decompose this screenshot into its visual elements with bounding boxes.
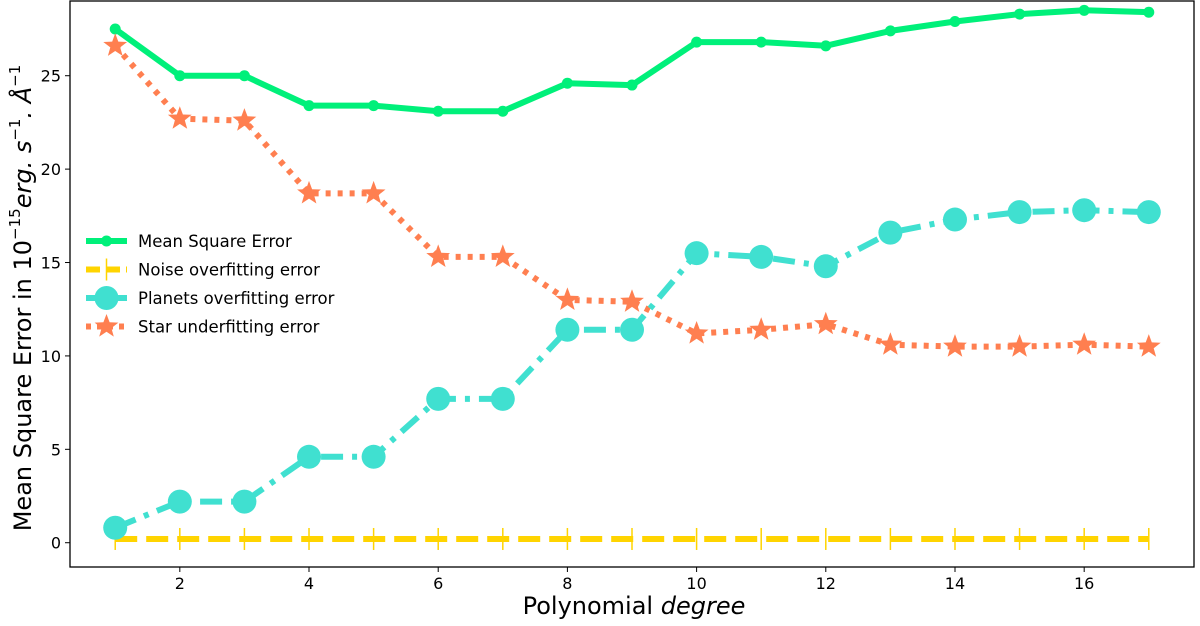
data-point [297, 444, 322, 469]
data-point [555, 317, 580, 342]
data-point [626, 79, 638, 91]
data-point [361, 180, 386, 204]
data-point [684, 241, 709, 266]
data-point [813, 311, 838, 335]
data-point [1136, 200, 1161, 225]
data-point [878, 332, 903, 355]
y-tick-label: 5 [51, 440, 61, 459]
data-point [942, 207, 967, 232]
y-tick-label: 10 [41, 347, 61, 366]
x-tick-label: 12 [816, 574, 836, 593]
y-tick-label: 0 [51, 534, 61, 553]
x-tick-label: 10 [686, 574, 706, 593]
data-point [490, 386, 515, 411]
data-point [1072, 332, 1097, 355]
data-point [749, 317, 774, 340]
data-point [561, 77, 573, 89]
data-point [620, 317, 644, 342]
plot-frame [69, 0, 1195, 568]
data-point [1136, 334, 1161, 357]
data-point [943, 334, 967, 357]
x-tick-label: 8 [562, 574, 572, 593]
data-point [432, 105, 444, 117]
x-tick-label: 16 [1074, 574, 1094, 593]
legend-label-1: Noise overfitting error [138, 261, 320, 280]
data-point [426, 386, 451, 411]
legend-marker [94, 286, 119, 310]
x-axis-title: Polynomial degree [523, 592, 746, 620]
legend-marker [101, 235, 112, 247]
legend-label-2: Planets overfitting error [138, 289, 335, 308]
data-point [1072, 198, 1097, 223]
legend-label-0: Mean Square Error [138, 232, 292, 251]
data-point [691, 36, 703, 48]
y-tick-label: 20 [41, 160, 61, 179]
data-point [103, 33, 128, 56]
data-point [813, 254, 838, 279]
series-layer [103, 4, 1161, 550]
data-point [303, 100, 315, 112]
data-point [878, 220, 903, 245]
data-point [755, 36, 767, 48]
data-point [368, 100, 380, 112]
data-point [232, 489, 257, 514]
legend-marker [94, 314, 119, 337]
data-point [1014, 8, 1026, 20]
series-line-2 [114, 207, 1149, 531]
data-point [820, 40, 832, 52]
data-point [232, 108, 257, 131]
series-line-3 [112, 43, 1149, 350]
y-tick-label: 15 [41, 254, 61, 273]
data-point [297, 180, 321, 204]
data-point [749, 244, 774, 269]
legend-label-3: Star underfitting error [138, 318, 320, 337]
data-point [426, 244, 451, 267]
data-point [174, 70, 186, 82]
data-point [490, 244, 515, 267]
data-point [238, 70, 250, 82]
data-point [1007, 334, 1032, 357]
data-point [884, 25, 896, 37]
data-point [1078, 4, 1090, 16]
y-axis-title: Mean Square Error in 10−15erg. s−1. Å−1 [6, 65, 37, 532]
x-tick-label: 4 [304, 574, 314, 593]
data-point [1143, 6, 1155, 18]
series-line-0 [113, 7, 1149, 115]
data-point [361, 444, 386, 469]
x-tick-label: 6 [433, 574, 443, 593]
x-tick-label: 2 [175, 574, 185, 593]
data-point [949, 16, 961, 28]
data-point [1007, 200, 1032, 225]
data-point [167, 489, 192, 514]
data-point [167, 106, 192, 129]
data-point [109, 23, 121, 35]
x-tick-label: 14 [945, 574, 965, 593]
y-tick-label: 25 [41, 67, 61, 86]
data-point [497, 105, 509, 117]
data-point [684, 321, 709, 344]
data-point [620, 289, 644, 312]
ticks-layer: 2 4 6 8 10 12 14 16 0 5 10 15 20 25 [41, 67, 1095, 593]
data-point [555, 287, 580, 310]
data-point [103, 515, 128, 540]
legend: Mean Square Error Noise overfitting error… [86, 232, 335, 337]
